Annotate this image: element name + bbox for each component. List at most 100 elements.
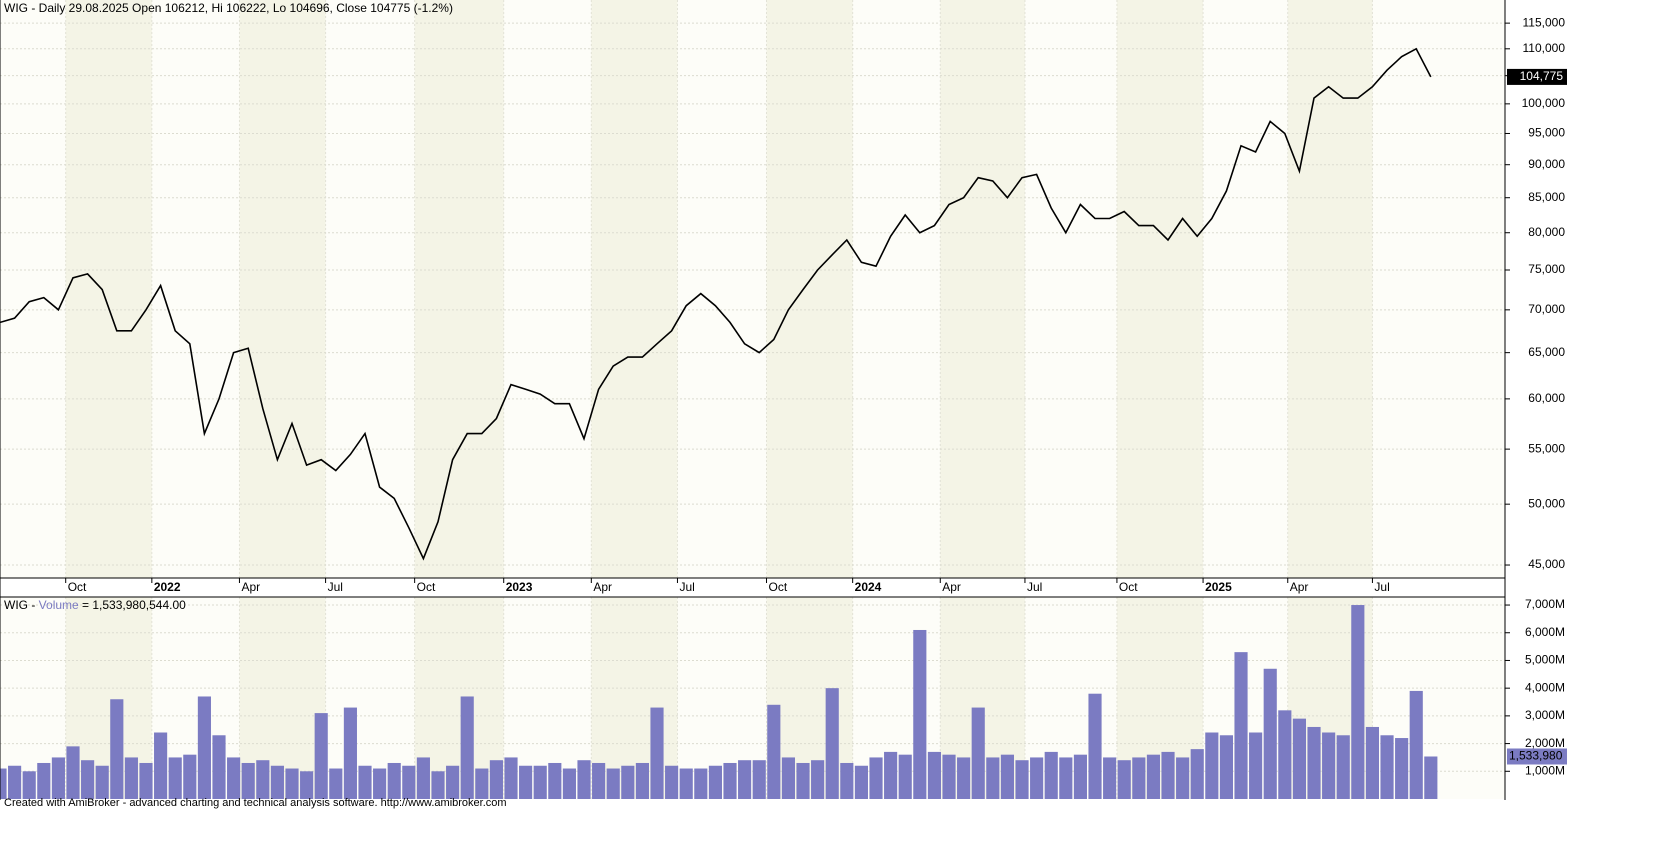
y-tick-label: 55,000 bbox=[1528, 441, 1565, 455]
volume-bar bbox=[0, 768, 7, 799]
y-tick-label: 80,000 bbox=[1528, 225, 1565, 239]
volume-bar bbox=[489, 760, 503, 799]
volume-bar bbox=[1176, 757, 1190, 799]
volume-bar bbox=[256, 760, 270, 799]
volume-bar bbox=[1030, 757, 1044, 799]
volume-bar bbox=[460, 696, 474, 799]
y-tick-label: 115,000 bbox=[1523, 15, 1566, 29]
volume-bar bbox=[708, 765, 722, 799]
volume-bar bbox=[971, 707, 985, 799]
x-tick-label: Oct bbox=[417, 580, 436, 594]
volume-bar bbox=[343, 707, 357, 799]
period-shade bbox=[766, 0, 853, 578]
volume-bar bbox=[504, 757, 518, 799]
volume-bar bbox=[533, 765, 547, 799]
volume-bar bbox=[373, 768, 387, 799]
footer: Created with AmiBroker - advanced charti… bbox=[4, 797, 507, 809]
volume-bar bbox=[124, 757, 138, 799]
x-tick-label: Jul bbox=[1027, 580, 1042, 594]
volume-bar bbox=[548, 762, 562, 799]
y-tick-label: 85,000 bbox=[1528, 190, 1565, 204]
y-tick-label: 1,000M bbox=[1525, 763, 1565, 777]
volume-bar bbox=[139, 762, 153, 799]
x-tick-label: Jul bbox=[679, 580, 694, 594]
period-shade bbox=[1116, 0, 1204, 578]
volume-bar bbox=[592, 762, 606, 799]
volume-bar bbox=[986, 757, 1000, 799]
volume-bar bbox=[358, 765, 372, 799]
period-shade bbox=[591, 0, 678, 578]
volume-bar bbox=[825, 688, 839, 799]
volume-bar bbox=[110, 699, 124, 799]
volume-bar bbox=[723, 762, 737, 799]
volume-bar bbox=[416, 757, 430, 799]
volume-bar bbox=[694, 768, 708, 799]
volume-bar bbox=[650, 707, 664, 799]
x-tick-label: Apr bbox=[241, 580, 260, 594]
volume-bar bbox=[1395, 738, 1409, 799]
x-tick-label: Apr bbox=[942, 580, 961, 594]
volume-bar bbox=[300, 771, 314, 799]
volume-bar bbox=[884, 751, 898, 799]
volume-bar bbox=[1015, 760, 1029, 799]
volume-bar bbox=[767, 704, 781, 799]
x-tick-label: Jul bbox=[1374, 580, 1389, 594]
volume-bar bbox=[752, 760, 766, 799]
volume-bar bbox=[1000, 754, 1014, 799]
volume-bar bbox=[1190, 749, 1204, 799]
volume-bar bbox=[81, 760, 95, 799]
volume-bar bbox=[781, 757, 795, 799]
volume-bar bbox=[475, 768, 489, 799]
last-value-label: 1,533,980 bbox=[1509, 749, 1563, 763]
volume-bar bbox=[898, 754, 912, 799]
volume-bar bbox=[840, 762, 854, 799]
volume-bar bbox=[811, 760, 825, 799]
volume-bar bbox=[1161, 751, 1175, 799]
volume-bar bbox=[285, 768, 299, 799]
volume-bar bbox=[241, 762, 255, 799]
volume-bar bbox=[606, 768, 620, 799]
volume-bar bbox=[738, 760, 752, 799]
volume-bar bbox=[1292, 718, 1306, 799]
volume-bar bbox=[212, 735, 226, 799]
y-tick-label: 90,000 bbox=[1528, 157, 1565, 171]
x-tick-label: Jul bbox=[328, 580, 343, 594]
last-value-box bbox=[1507, 748, 1567, 765]
y-tick-label: 7,000M bbox=[1525, 597, 1565, 611]
volume-bar bbox=[1044, 751, 1058, 799]
y-tick-label: 45,000 bbox=[1528, 557, 1565, 571]
plot-area bbox=[0, 0, 1505, 578]
volume-bar bbox=[1409, 690, 1423, 799]
volume-bar bbox=[1365, 726, 1379, 799]
volume-bar bbox=[183, 754, 197, 799]
plot-layer: Oct 2022 Apr Jul Oct 2023 Apr Jul Oct 2024 Apr Jul O… bbox=[0, 0, 1567, 799]
volume-bar bbox=[869, 757, 883, 799]
y-tick-label: 95,000 bbox=[1528, 126, 1565, 140]
volume-bar bbox=[227, 757, 241, 799]
volume-bar bbox=[446, 765, 460, 799]
volume-bar bbox=[1234, 652, 1248, 799]
period-shade bbox=[1287, 0, 1373, 578]
volume-bar bbox=[957, 757, 971, 799]
title-part: Volume bbox=[39, 598, 79, 612]
volume-bar bbox=[1424, 756, 1438, 799]
y-tick-label: 4,000M bbox=[1525, 680, 1565, 694]
volume-bar bbox=[1249, 732, 1263, 799]
volume-bar bbox=[95, 765, 109, 799]
price-panel-bg bbox=[0, 0, 1505, 578]
volume-bar bbox=[402, 765, 416, 799]
volume-bar bbox=[1132, 757, 1146, 799]
volume-bar bbox=[22, 771, 36, 799]
volume-bar bbox=[66, 746, 80, 799]
volume-bar bbox=[387, 762, 401, 799]
volume-bar bbox=[8, 765, 22, 799]
y-tick-label: 65,000 bbox=[1528, 345, 1565, 359]
volume-bar bbox=[1322, 732, 1336, 799]
y-tick-label: 70,000 bbox=[1528, 302, 1565, 316]
last-value-box bbox=[1507, 68, 1567, 85]
volume-bar bbox=[1117, 760, 1131, 799]
volume-bar bbox=[1088, 693, 1102, 799]
volume-bar bbox=[1278, 710, 1292, 799]
volume-bar bbox=[1103, 757, 1117, 799]
